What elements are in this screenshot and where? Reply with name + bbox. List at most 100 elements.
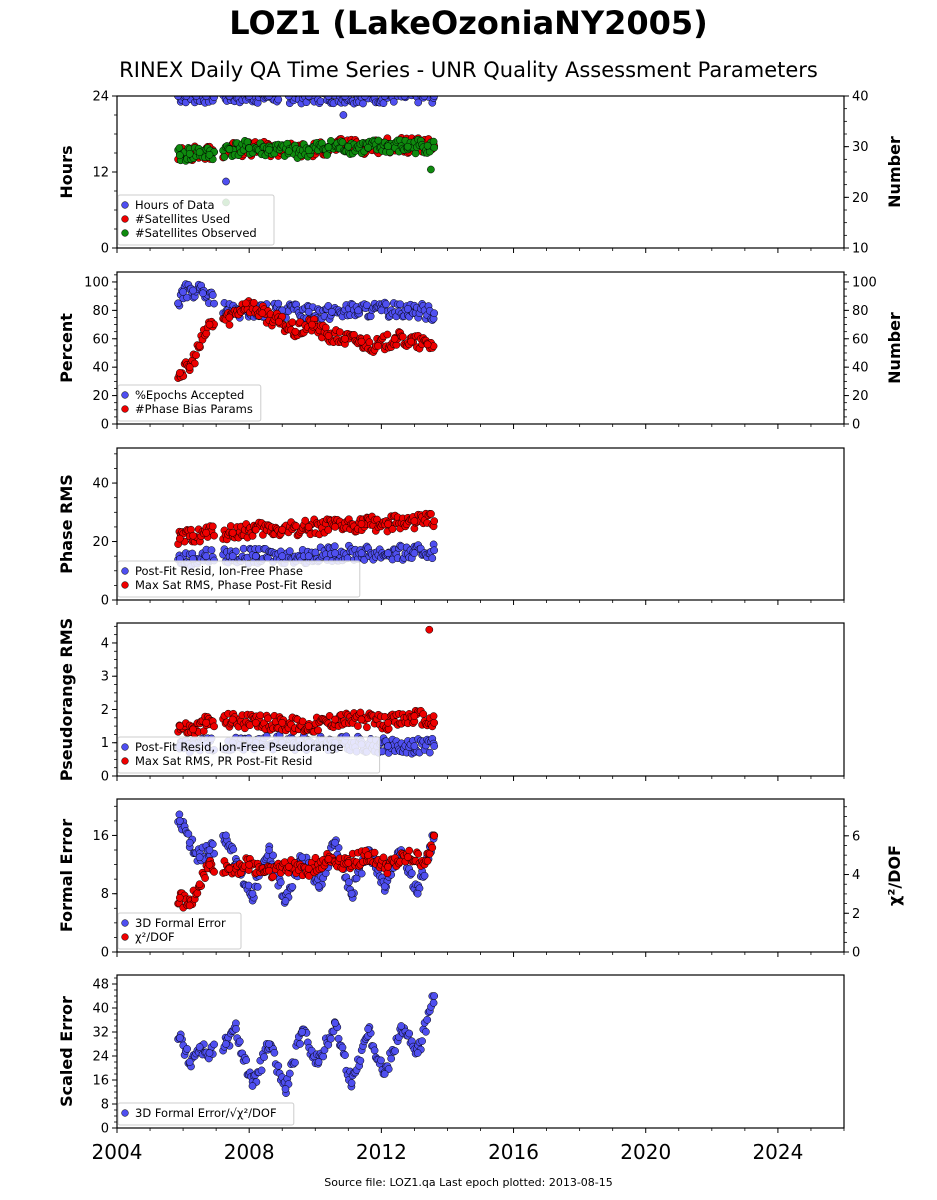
series-2 bbox=[174, 625, 439, 738]
data-point bbox=[345, 878, 353, 887]
data-point bbox=[202, 329, 211, 338]
data-point bbox=[316, 97, 325, 106]
data-point bbox=[425, 625, 434, 634]
data-point bbox=[312, 88, 319, 95]
data-point bbox=[427, 165, 435, 174]
y-tick-label: 0 bbox=[101, 242, 109, 257]
data-point bbox=[430, 517, 439, 525]
data-point bbox=[401, 87, 408, 94]
data-point bbox=[357, 520, 366, 528]
data-point bbox=[364, 143, 372, 152]
y-axis-label: Pseudorange RMS bbox=[57, 618, 76, 781]
data-point bbox=[390, 334, 399, 343]
data-point bbox=[270, 1048, 279, 1057]
data-point bbox=[226, 522, 235, 530]
data-points bbox=[174, 992, 439, 1097]
legend-box bbox=[117, 384, 262, 422]
data-point bbox=[383, 330, 392, 339]
data-point bbox=[281, 1085, 290, 1093]
data-point bbox=[185, 363, 194, 372]
data-point bbox=[313, 86, 320, 93]
x-tick-label: 2012 bbox=[356, 1140, 407, 1164]
y-right-tick-label: 6 bbox=[852, 829, 860, 844]
data-point bbox=[411, 149, 420, 158]
data-point bbox=[405, 846, 414, 855]
data-point bbox=[284, 862, 293, 871]
data-point bbox=[202, 528, 211, 537]
data-point bbox=[374, 87, 381, 94]
data-point bbox=[274, 299, 283, 308]
data-point bbox=[304, 85, 311, 92]
data-point bbox=[344, 142, 353, 151]
data-point bbox=[384, 142, 392, 151]
data-point bbox=[179, 288, 187, 296]
legend-marker bbox=[121, 405, 129, 413]
data-point bbox=[265, 866, 273, 875]
data-point bbox=[256, 711, 265, 720]
data-point bbox=[410, 517, 419, 525]
y-axis-right-label: Number bbox=[885, 136, 904, 208]
legend-marker bbox=[121, 391, 129, 399]
data-point bbox=[210, 299, 218, 308]
data-point bbox=[330, 542, 339, 551]
data-point bbox=[308, 320, 316, 329]
y-tick-label: 0 bbox=[101, 1122, 109, 1137]
y-right-tick-label: 2 bbox=[852, 907, 860, 922]
data-point bbox=[413, 1049, 422, 1057]
data-point bbox=[374, 342, 382, 350]
data-point bbox=[331, 715, 339, 724]
data-point bbox=[228, 715, 237, 724]
chart-panel-4: 0 1 2 3 4 Pseudorange RMS Post-Fit Resid, Ion-… bbox=[57, 618, 845, 785]
data-point bbox=[201, 874, 209, 882]
data-point bbox=[388, 525, 397, 533]
data-point bbox=[410, 549, 419, 558]
data-point bbox=[225, 85, 232, 92]
y-tick-label: 8 bbox=[101, 1098, 109, 1113]
data-point bbox=[253, 883, 262, 891]
series-1 bbox=[174, 992, 439, 1097]
data-point bbox=[304, 864, 313, 873]
data-point bbox=[332, 87, 339, 94]
data-point bbox=[357, 715, 366, 724]
data-point bbox=[365, 338, 374, 347]
y-tick-label: 40 bbox=[92, 477, 109, 492]
data-point bbox=[199, 289, 207, 298]
data-point bbox=[361, 89, 368, 96]
data-point bbox=[410, 712, 419, 720]
data-point bbox=[225, 145, 234, 154]
data-point bbox=[395, 86, 402, 93]
data-point bbox=[184, 87, 191, 94]
series-1 bbox=[174, 85, 439, 186]
data-point bbox=[311, 853, 320, 862]
data-point bbox=[269, 851, 277, 860]
data-point bbox=[183, 1045, 191, 1053]
data-point bbox=[370, 848, 379, 857]
data-point bbox=[222, 177, 230, 186]
data-point bbox=[251, 525, 260, 534]
data-point bbox=[246, 89, 253, 96]
data-point bbox=[397, 1022, 406, 1030]
data-point bbox=[265, 1040, 273, 1048]
data-point bbox=[245, 860, 254, 869]
data-point bbox=[240, 87, 247, 94]
y-axis-right-label: χ²/DOF bbox=[885, 845, 904, 906]
data-point bbox=[175, 817, 184, 825]
series-2 bbox=[174, 831, 439, 912]
y-right-tick-label: 0 bbox=[852, 418, 860, 433]
y-tick-label: 0 bbox=[101, 594, 109, 609]
y-tick-label: 12 bbox=[92, 166, 109, 181]
data-point bbox=[420, 871, 429, 880]
data-point bbox=[276, 878, 285, 887]
data-point bbox=[396, 300, 405, 309]
series-2 bbox=[174, 297, 438, 382]
data-point bbox=[428, 843, 437, 852]
data-point bbox=[205, 1049, 214, 1057]
data-point bbox=[398, 333, 407, 341]
y-right-tick-label: 30 bbox=[852, 140, 869, 155]
data-point bbox=[410, 742, 419, 750]
data-point bbox=[279, 85, 286, 92]
y-tick-label: 3 bbox=[101, 670, 109, 685]
legend-entry: Hours of Data bbox=[135, 198, 215, 212]
